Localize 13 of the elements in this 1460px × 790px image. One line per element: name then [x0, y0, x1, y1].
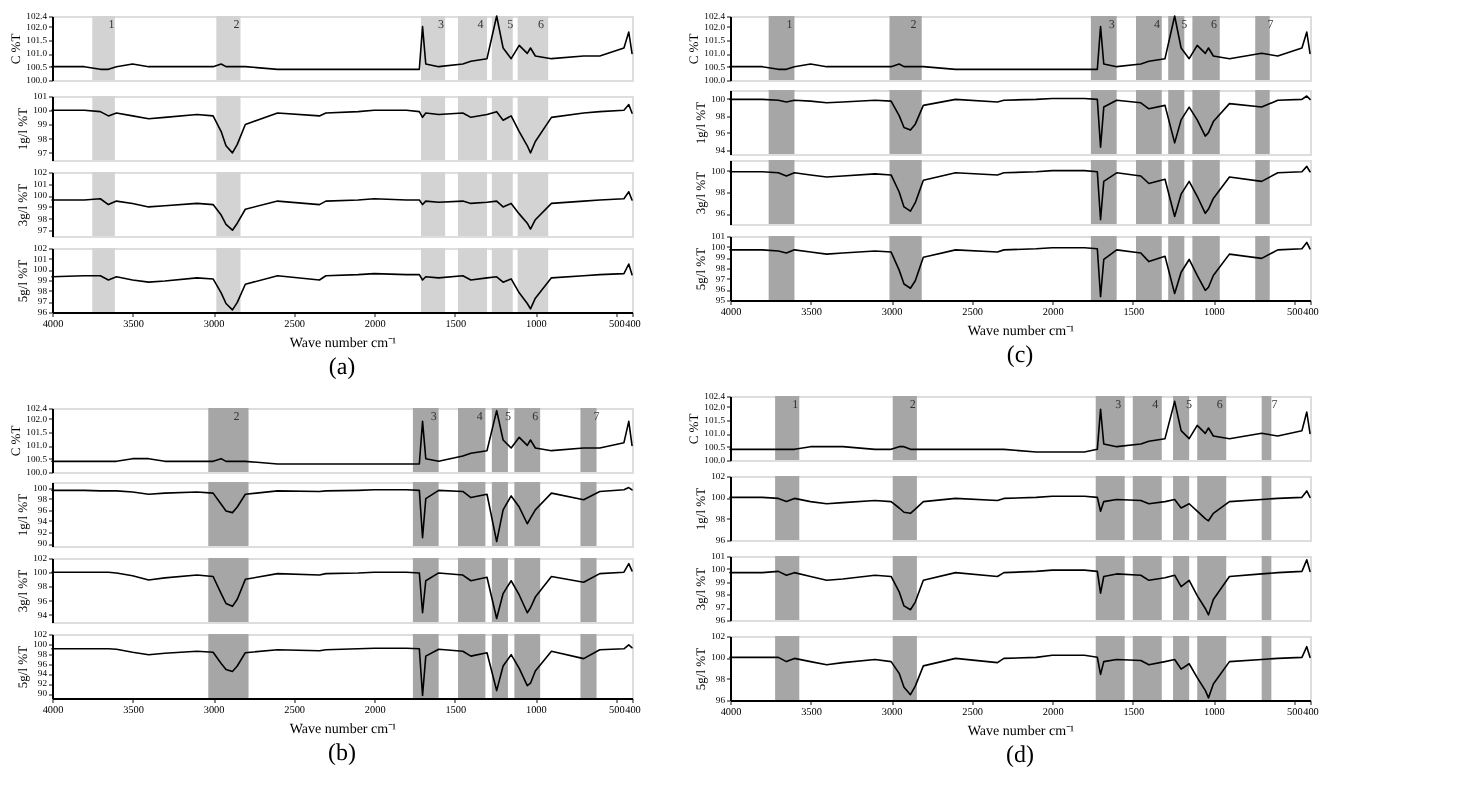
line-series: [729, 95, 1311, 148]
line-series: [729, 400, 1311, 453]
line-series: [51, 409, 633, 465]
line-series: [729, 165, 1311, 221]
text: (d): [1006, 740, 1034, 769]
line-series: [729, 559, 1311, 616]
text: (b): [328, 738, 356, 767]
text: (a): [328, 352, 356, 381]
line-series: [729, 241, 1311, 298]
text: (c): [1006, 340, 1034, 369]
line-series: [51, 486, 633, 543]
line-series: [51, 103, 633, 154]
line-series: [51, 562, 633, 620]
